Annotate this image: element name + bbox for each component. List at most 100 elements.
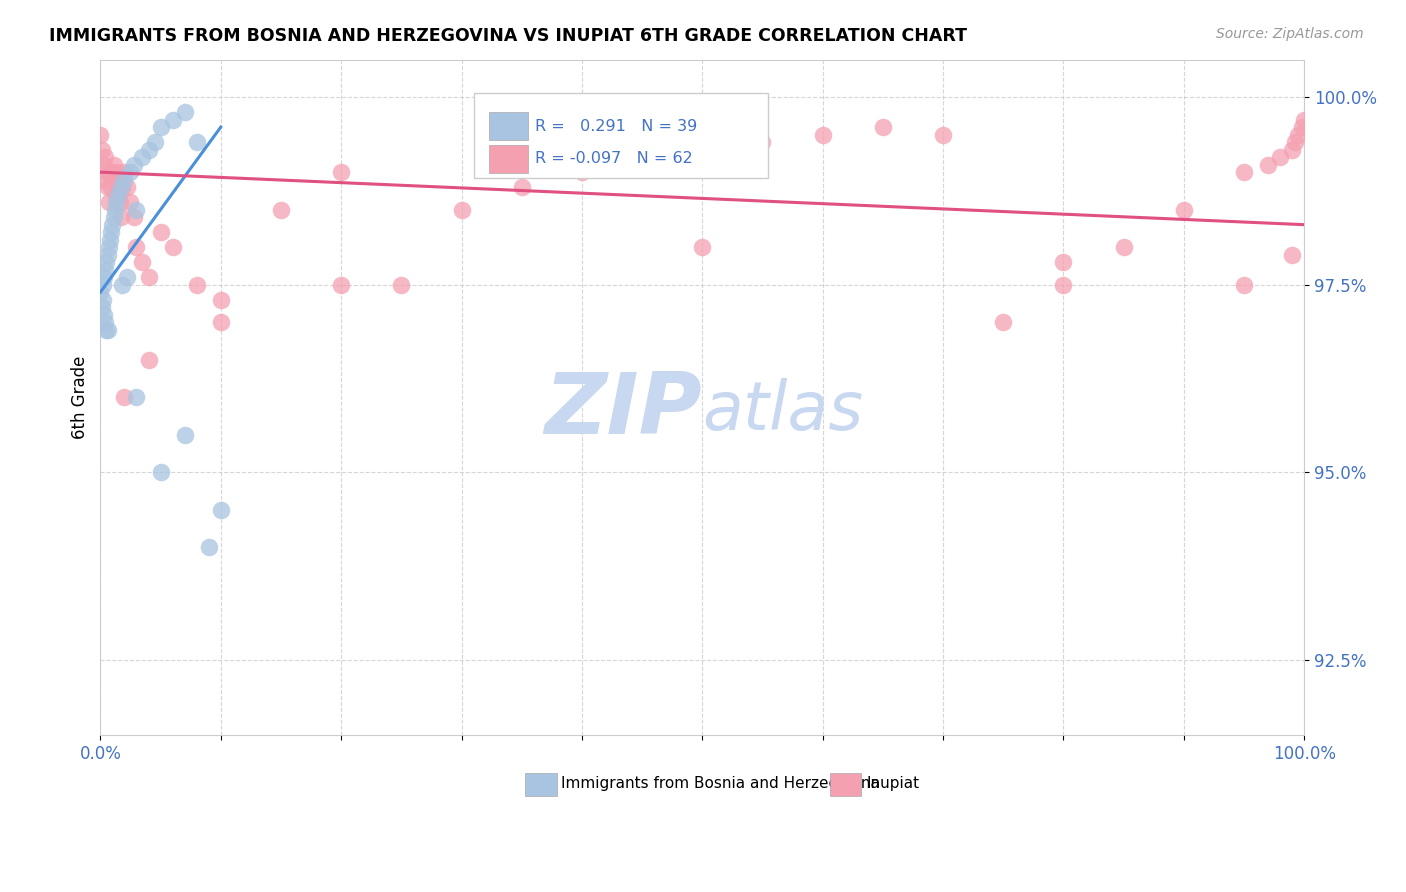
Point [107, 180, 129, 194]
Point [120, 195, 142, 210]
Point [112, 172, 135, 186]
Point [104, 172, 127, 186]
Point [149, 120, 172, 135]
Point [105, 187, 128, 202]
Point [450, 202, 472, 217]
Point [94, 315, 117, 329]
Point [97, 323, 120, 337]
Point [811, 128, 834, 142]
Point [122, 158, 145, 172]
Point [1286, 128, 1309, 142]
Point [97, 248, 120, 262]
Point [96, 323, 118, 337]
Point [101, 218, 124, 232]
Point [91, 158, 114, 172]
Point [131, 255, 153, 269]
Point [162, 112, 184, 127]
Point [197, 541, 219, 555]
Point [1294, 112, 1316, 127]
Point [125, 202, 148, 217]
Point [98, 165, 121, 179]
Text: Inupiat: Inupiat [866, 776, 920, 791]
FancyBboxPatch shape [489, 112, 527, 140]
Point [330, 277, 353, 292]
Text: IMMIGRANTS FROM BOSNIA AND HERZEGOVINA VS INUPIAT 6TH GRADE CORRELATION CHART: IMMIGRANTS FROM BOSNIA AND HERZEGOVINA V… [49, 27, 967, 45]
Point [110, 210, 132, 224]
Point [89, 128, 111, 142]
FancyBboxPatch shape [526, 772, 557, 796]
Point [143, 135, 166, 149]
Text: Source: ZipAtlas.com: Source: ZipAtlas.com [1216, 27, 1364, 41]
Point [108, 195, 131, 210]
Point [111, 180, 134, 194]
Point [100, 180, 122, 194]
Point [1257, 158, 1279, 172]
Point [138, 143, 160, 157]
Point [111, 277, 134, 292]
Point [270, 202, 292, 217]
Point [173, 427, 195, 442]
Point [101, 165, 124, 179]
Point [138, 352, 160, 367]
Point [100, 225, 122, 239]
Point [131, 150, 153, 164]
Point [209, 503, 232, 517]
Point [149, 225, 172, 239]
Point [1291, 120, 1313, 135]
Point [91, 277, 114, 292]
Point [1284, 135, 1306, 149]
Point [120, 165, 142, 179]
Point [107, 187, 129, 202]
Point [690, 143, 713, 157]
Point [1233, 277, 1256, 292]
Point [510, 180, 533, 194]
FancyBboxPatch shape [830, 772, 862, 796]
Text: Immigrants from Bosnia and Herzegovina: Immigrants from Bosnia and Herzegovina [561, 776, 880, 791]
Point [571, 165, 593, 179]
Y-axis label: 6th Grade: 6th Grade [72, 356, 89, 439]
Point [162, 240, 184, 254]
Point [96, 165, 118, 179]
Point [932, 128, 955, 142]
Point [97, 180, 120, 194]
Point [751, 135, 773, 149]
Point [90, 300, 112, 314]
Point [631, 150, 654, 164]
Point [93, 270, 115, 285]
Point [209, 315, 232, 329]
FancyBboxPatch shape [489, 145, 527, 173]
Point [122, 210, 145, 224]
Point [330, 165, 353, 179]
Point [112, 390, 135, 404]
Point [105, 195, 128, 210]
Point [125, 240, 148, 254]
Text: ZIP: ZIP [544, 369, 702, 452]
Point [186, 135, 208, 149]
Point [125, 390, 148, 404]
Point [1052, 277, 1074, 292]
FancyBboxPatch shape [474, 94, 769, 178]
Point [1112, 240, 1135, 254]
Point [115, 270, 138, 285]
Point [103, 210, 125, 224]
Point [186, 277, 208, 292]
Point [103, 158, 125, 172]
Point [105, 165, 128, 179]
Point [1281, 248, 1303, 262]
Point [993, 315, 1015, 329]
Point [209, 293, 232, 307]
Point [94, 262, 117, 277]
Point [115, 180, 138, 194]
Point [96, 255, 118, 269]
Point [173, 105, 195, 120]
Text: R =   0.291   N = 39: R = 0.291 N = 39 [534, 119, 697, 134]
Point [104, 202, 127, 217]
Point [89, 285, 111, 300]
Point [138, 270, 160, 285]
Point [389, 277, 412, 292]
Point [872, 120, 894, 135]
Point [93, 172, 115, 186]
Point [93, 308, 115, 322]
Point [1173, 202, 1195, 217]
Point [94, 150, 117, 164]
